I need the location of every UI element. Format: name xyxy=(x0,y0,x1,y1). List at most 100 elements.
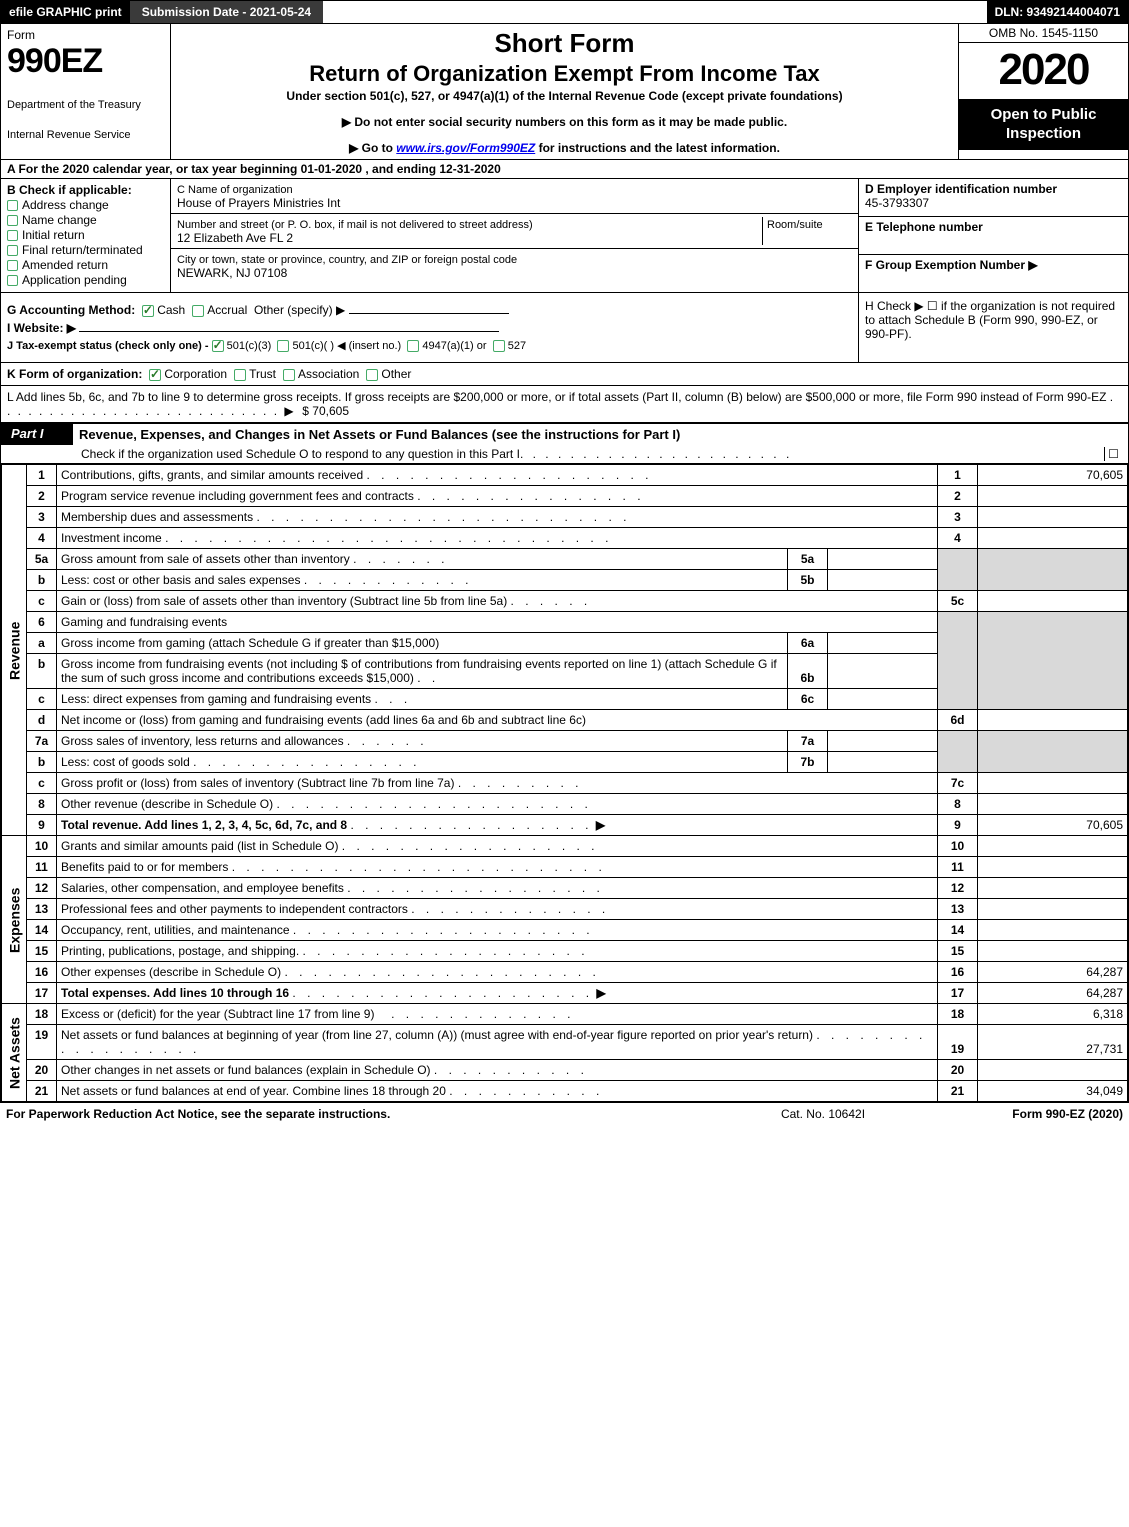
l18-box: 18 xyxy=(938,1004,978,1025)
j-label: J Tax-exempt status (check only one) - xyxy=(7,340,212,352)
line-14: 14 Occupancy, rent, utilities, and maint… xyxy=(2,920,1128,941)
k-other-unchecked-icon[interactable] xyxy=(366,369,378,381)
l5ab-shade-amt xyxy=(978,549,1128,591)
line-17: 17 Total expenses. Add lines 10 through … xyxy=(2,983,1128,1004)
l19-desc: Net assets or fund balances at beginning… xyxy=(57,1025,938,1060)
l5a-text: Gross amount from sale of assets other t… xyxy=(61,552,350,566)
c-name-label: C Name of organization xyxy=(177,184,293,196)
open-to-public: Open to Public Inspection xyxy=(959,100,1128,150)
l17-amt: 64,287 xyxy=(978,983,1128,1004)
tax-year: 2020 xyxy=(959,43,1128,100)
l6b-num: b xyxy=(27,654,57,689)
j-opt4: 527 xyxy=(508,340,526,352)
l8-amt xyxy=(978,794,1128,815)
line-4: 4 Investment income . . . . . . . . . . … xyxy=(2,528,1128,549)
l7a-num: 7a xyxy=(27,731,57,752)
h-text: H Check ▶ ☐ if the organization is not r… xyxy=(865,299,1115,341)
header-right: OMB No. 1545-1150 2020 Open to Public In… xyxy=(958,24,1128,159)
l11-num: 11 xyxy=(27,857,57,878)
j-501c3-checked-icon[interactable] xyxy=(212,340,224,352)
l5c-text: Gain or (loss) from sale of assets other… xyxy=(61,594,507,608)
l17-text: Total expenses. Add lines 10 through 16 xyxy=(61,986,289,1000)
l10-text: Grants and similar amounts paid (list in… xyxy=(61,839,338,853)
l5c-box: 5c xyxy=(938,591,978,612)
chk-address-change[interactable]: Address change xyxy=(7,198,164,212)
line-5c: c Gain or (loss) from sale of assets oth… xyxy=(2,591,1128,612)
efile-graphic-print[interactable]: efile GRAPHIC print xyxy=(1,1,130,23)
dept-irs: Internal Revenue Service xyxy=(7,129,164,141)
l6-desc: Gaming and fundraising events xyxy=(57,612,938,633)
sched-o-checkbox[interactable]: ☐ xyxy=(1104,447,1122,461)
side-revenue: Revenue xyxy=(2,465,27,836)
l5c-num: c xyxy=(27,591,57,612)
l6-shade-amt xyxy=(978,612,1128,710)
l3-desc: Membership dues and assessments . . . . … xyxy=(57,507,938,528)
i-label: I Website: ▶ xyxy=(7,321,76,335)
part1-sched-o: Check if the organization used Schedule … xyxy=(1,445,1128,464)
l12-num: 12 xyxy=(27,878,57,899)
j-501c-unchecked-icon[interactable] xyxy=(277,340,289,352)
j-opt1: 501(c)(3) xyxy=(227,340,272,352)
l6a-sub: 6a xyxy=(788,633,828,654)
g-label: G Accounting Method: xyxy=(7,303,135,317)
checkbox-icon xyxy=(7,230,18,241)
j-527-unchecked-icon[interactable] xyxy=(493,340,505,352)
l9-text: Total revenue. Add lines 1, 2, 3, 4, 5c,… xyxy=(61,818,347,832)
l13-text: Professional fees and other payments to … xyxy=(61,902,408,916)
l5a-subamt xyxy=(828,549,938,570)
l5b-sub: 5b xyxy=(788,570,828,591)
part1-table: Revenue 1 Contributions, gifts, grants, … xyxy=(1,464,1128,1102)
l16-num: 16 xyxy=(27,962,57,983)
accrual-unchecked-icon[interactable] xyxy=(192,305,204,317)
chk-name-change[interactable]: Name change xyxy=(7,213,164,227)
l7b-num: b xyxy=(27,752,57,773)
j-opt3: 4947(a)(1) or xyxy=(422,340,486,352)
line-8: 8 Other revenue (describe in Schedule O)… xyxy=(2,794,1128,815)
l1-text: Contributions, gifts, grants, and simila… xyxy=(61,468,363,482)
l20-desc: Other changes in net assets or fund bala… xyxy=(57,1060,938,1081)
j-4947-unchecked-icon[interactable] xyxy=(407,340,419,352)
checkbox-icon xyxy=(7,200,18,211)
l10-amt xyxy=(978,836,1128,857)
chk-label: Initial return xyxy=(22,228,85,242)
k-assoc-unchecked-icon[interactable] xyxy=(283,369,295,381)
line-1: Revenue 1 Contributions, gifts, grants, … xyxy=(2,465,1128,486)
l7c-text: Gross profit or (loss) from sales of inv… xyxy=(61,776,454,790)
l21-num: 21 xyxy=(27,1081,57,1102)
chk-application-pending[interactable]: Application pending xyxy=(7,273,164,287)
l8-text: Other revenue (describe in Schedule O) xyxy=(61,797,273,811)
l-gross-receipts: L Add lines 5b, 6c, and 7b to line 9 to … xyxy=(1,386,1128,423)
chk-final-return[interactable]: Final return/terminated xyxy=(7,243,164,257)
l14-desc: Occupancy, rent, utilities, and maintena… xyxy=(57,920,938,941)
l8-box: 8 xyxy=(938,794,978,815)
header-center: Short Form Return of Organization Exempt… xyxy=(171,24,958,159)
header-left: Form 990EZ Department of the Treasury In… xyxy=(1,24,171,159)
line-7a: 7a Gross sales of inventory, less return… xyxy=(2,731,1128,752)
l7a-desc: Gross sales of inventory, less returns a… xyxy=(57,731,788,752)
line-13: 13 Professional fees and other payments … xyxy=(2,899,1128,920)
k-trust-unchecked-icon[interactable] xyxy=(234,369,246,381)
l3-box: 3 xyxy=(938,507,978,528)
chk-amended-return[interactable]: Amended return xyxy=(7,258,164,272)
line-16: 16 Other expenses (describe in Schedule … xyxy=(2,962,1128,983)
cash-checked-icon[interactable] xyxy=(142,305,154,317)
chk-initial-return[interactable]: Initial return xyxy=(7,228,164,242)
l6b-sub: 6b xyxy=(788,654,828,689)
l10-num: 10 xyxy=(27,836,57,857)
page-footer: For Paperwork Reduction Act Notice, see … xyxy=(0,1103,1129,1125)
l5b-subamt xyxy=(828,570,938,591)
l7a-text: Gross sales of inventory, less returns a… xyxy=(61,734,344,748)
irs-link[interactable]: www.irs.gov/Form990EZ xyxy=(396,141,535,155)
l-text: L Add lines 5b, 6c, and 7b to line 9 to … xyxy=(7,390,1106,404)
k-corp-checked-icon[interactable] xyxy=(149,369,161,381)
line-10: Expenses 10 Grants and similar amounts p… xyxy=(2,836,1128,857)
chk-label: Name change xyxy=(22,213,97,227)
l3-text: Membership dues and assessments xyxy=(61,510,253,524)
l6-num: 6 xyxy=(27,612,57,633)
form-subtitle: Under section 501(c), 527, or 4947(a)(1)… xyxy=(179,89,950,103)
l6c-sub: 6c xyxy=(788,689,828,710)
side-net-assets: Net Assets xyxy=(2,1004,27,1102)
part1-title: Revenue, Expenses, and Changes in Net As… xyxy=(73,423,1128,445)
chk-label: Final return/terminated xyxy=(22,243,143,257)
l7c-box: 7c xyxy=(938,773,978,794)
